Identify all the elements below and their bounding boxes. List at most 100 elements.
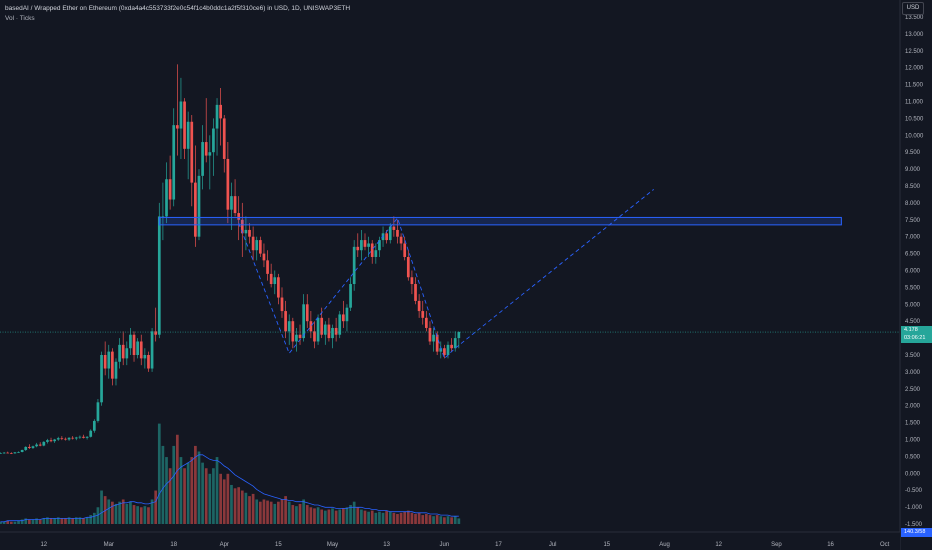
volume-bar xyxy=(291,505,295,524)
candle-body xyxy=(9,453,13,454)
volume-bar xyxy=(190,457,194,524)
price-tick-label: 12.000 xyxy=(905,66,924,72)
price-tick-label: 11.000 xyxy=(905,100,924,106)
volume-bar xyxy=(349,505,352,524)
time-tick-label: 17 xyxy=(495,542,502,548)
candle-body xyxy=(406,256,410,278)
volume-bar xyxy=(450,517,453,524)
volume-bar xyxy=(417,512,421,524)
candle-body xyxy=(385,233,389,241)
candle-body xyxy=(421,311,425,318)
volume-bar xyxy=(179,457,183,524)
candle-body xyxy=(125,348,129,359)
volume-bar xyxy=(240,490,244,524)
volume-bar xyxy=(103,496,107,524)
currency-button[interactable]: USD xyxy=(902,2,924,15)
candle-body xyxy=(89,430,93,437)
candle-body xyxy=(446,344,450,355)
price-tick-label: 3.500 xyxy=(905,353,921,359)
volume-bar xyxy=(269,501,273,524)
candle-body xyxy=(49,440,53,442)
candle-body xyxy=(352,246,356,285)
volume-tag: 140.3/58 xyxy=(901,528,932,537)
volume-bar xyxy=(338,509,342,524)
candle-body xyxy=(291,321,295,342)
volume-bar xyxy=(89,515,93,524)
volume-bar xyxy=(457,518,461,524)
candle-body xyxy=(100,355,103,403)
volume-bar xyxy=(305,505,309,524)
price-tick-label: 13.000 xyxy=(905,32,924,38)
candle-body xyxy=(316,317,320,342)
volume-bar xyxy=(410,512,414,524)
candle-body xyxy=(309,321,313,332)
candle-body xyxy=(222,118,226,159)
volume-bar xyxy=(85,517,89,524)
candle-body xyxy=(262,253,266,261)
volume-bar xyxy=(31,519,35,524)
symbol-title: basedAI / Wrapped Ether on Ethereum (0xd… xyxy=(5,5,351,12)
volume-ma-line xyxy=(0,454,459,523)
candle-body xyxy=(179,101,183,129)
candle-body xyxy=(363,240,367,247)
volume-bar xyxy=(56,517,60,524)
price-axis-bg xyxy=(900,0,932,550)
volume-bar xyxy=(230,484,233,524)
volume-bar xyxy=(9,521,13,524)
candle-body xyxy=(139,341,143,359)
volume-bar xyxy=(414,513,417,524)
volume-bar xyxy=(258,501,262,524)
candle-body xyxy=(417,300,421,312)
candle-body xyxy=(60,438,64,439)
candle-body xyxy=(168,179,172,200)
volume-bar xyxy=(334,510,338,524)
volume-bar xyxy=(201,462,204,524)
candle-body xyxy=(92,420,96,431)
price-tick-label: 4.500 xyxy=(905,319,921,325)
volume-bar xyxy=(392,512,396,524)
candle-body xyxy=(121,344,125,359)
candle-body xyxy=(313,331,316,342)
candle-body xyxy=(136,341,139,355)
volume-bar xyxy=(139,507,143,524)
volume-bar xyxy=(175,434,179,524)
candle-body xyxy=(103,355,107,369)
volume-bar xyxy=(363,510,367,524)
price-tick-label: -1.500 xyxy=(905,522,923,528)
candle-body xyxy=(46,440,49,442)
candle-body xyxy=(230,196,233,210)
volume-bar xyxy=(277,501,280,524)
volume-bar xyxy=(96,507,100,524)
volume-bar xyxy=(204,468,208,524)
candle-body xyxy=(370,243,374,257)
volume-bar xyxy=(71,518,75,524)
volume-bar xyxy=(100,490,103,524)
candle-body xyxy=(114,361,118,379)
candle-body xyxy=(396,229,399,237)
candles xyxy=(0,64,461,455)
volume-bars xyxy=(0,423,461,524)
candle-body xyxy=(201,142,204,176)
candle-body xyxy=(287,321,291,332)
time-tick-label: 12 xyxy=(40,542,47,548)
volume-bar xyxy=(439,516,443,524)
volume-bar xyxy=(35,518,38,524)
time-tick-label: Sep xyxy=(771,542,782,548)
volume-bar xyxy=(443,517,446,524)
time-tick-label: 12 xyxy=(715,542,722,548)
volume-bar xyxy=(396,513,399,524)
candle-body xyxy=(453,338,457,349)
candle-body xyxy=(258,240,262,254)
volume-bar xyxy=(172,445,176,524)
volume-bar xyxy=(150,499,154,524)
volume-bar xyxy=(219,473,222,524)
candle-body xyxy=(67,437,71,440)
volume-bar xyxy=(244,492,248,524)
candle-body xyxy=(295,334,298,342)
candle-body xyxy=(334,327,338,335)
volume-bar xyxy=(302,499,305,524)
candle-body xyxy=(118,344,121,362)
volume-bar xyxy=(360,509,363,524)
candle-body xyxy=(450,344,453,349)
